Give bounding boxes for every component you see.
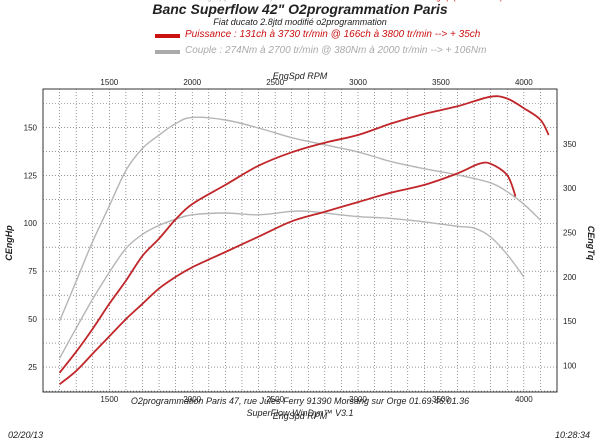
series-line-couple-modifi-: [58, 116, 541, 322]
chart-subtitle: Fiat ducato 2.8jtd modifié o2programmati…: [213, 17, 387, 27]
legend-swatch-power: [155, 34, 180, 38]
footer-date: 02/20/13: [8, 430, 44, 440]
chart-annotation: CEngHp (Max = 166.4): [421, 0, 503, 2]
x-tick-label-bottom: 3000: [349, 395, 367, 404]
legend-swatch-torque: [155, 50, 180, 54]
y-right-tick-label: 300: [563, 184, 577, 193]
series-line-couple-origine: [58, 210, 525, 359]
y-left-tick-label: 75: [28, 267, 37, 276]
x-tick-label-bottom: 4000: [515, 395, 533, 404]
y-right-tick-label: 200: [563, 273, 577, 282]
y-right-tick-label: 150: [563, 317, 577, 326]
x-tick-label-top: 3500: [432, 78, 450, 87]
x-tick-label-top: 3000: [349, 78, 367, 87]
legend-torque: Couple : 274Nm à 2700 tr/min @ 380Nm à 2…: [185, 45, 487, 56]
y-left-tick-label: 50: [28, 315, 37, 324]
y-right-tick-label: 250: [563, 229, 577, 238]
series-line-puissance-modifi-: [58, 95, 550, 374]
y-left-tick-label: 25: [28, 363, 37, 372]
x-tick-label-bottom: 2000: [183, 395, 201, 404]
y-axis-label-left: CEngHp: [4, 225, 14, 261]
y-left-tick-label: 150: [24, 123, 38, 132]
x-tick-label-top: 1500: [100, 78, 118, 87]
x-axis-label-top: EngSpd RPM: [273, 71, 328, 81]
y-right-tick-label: 350: [563, 140, 577, 149]
footer-address: O2programmation Paris 47, rue Jules Ferr…: [130, 396, 470, 406]
x-tick-label-bottom: 2500: [266, 395, 284, 404]
x-axis-label-bottom: EngSpd RPM: [273, 411, 328, 421]
footer-time: 10:28:34: [555, 430, 591, 440]
chart-annotation: CEngTq (Max = 380.1): [192, 0, 273, 2]
legend-power: Puissance : 131ch à 3730 tr/min @ 166ch …: [185, 29, 481, 40]
x-tick-label-top: 2000: [183, 78, 201, 87]
footer-software: SuperFlow WinDyn™ V3.1: [246, 408, 354, 418]
series-line-puissance-origine: [59, 161, 517, 385]
x-tick-label-top: 4000: [515, 78, 533, 87]
chart-title: Banc Superflow 42" O2programmation Paris: [152, 1, 448, 17]
x-tick-label-top: 2500: [266, 78, 284, 87]
y-right-tick-label: 100: [563, 361, 577, 370]
y-left-tick-label: 100: [24, 219, 38, 228]
y-left-tick-label: 125: [24, 171, 38, 180]
y-axis-label-right: CEngTq: [586, 226, 596, 261]
plot-frame: [42, 88, 558, 393]
x-tick-label-bottom: 1500: [100, 395, 118, 404]
x-tick-label-bottom: 3500: [432, 395, 450, 404]
